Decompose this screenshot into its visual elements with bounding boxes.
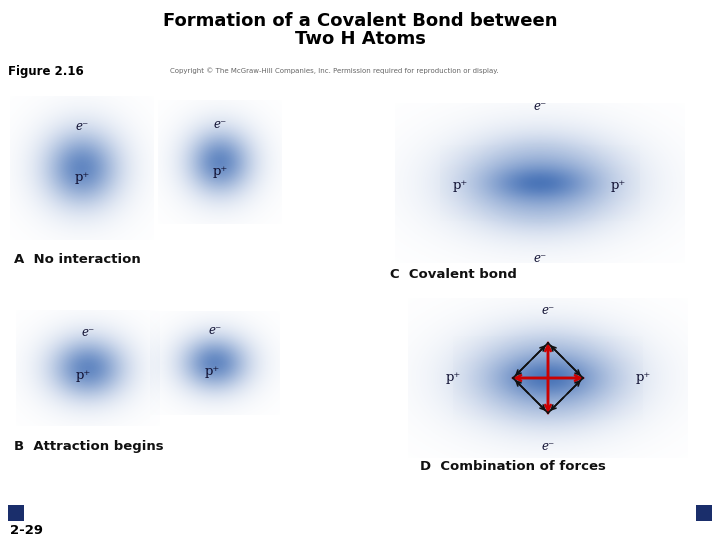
Text: Copyright © The McGraw-Hill Companies, Inc. Permission required for reproduction: Copyright © The McGraw-Hill Companies, I… xyxy=(170,67,499,73)
Bar xyxy=(8,505,24,521)
Text: A  No interaction: A No interaction xyxy=(14,253,140,266)
Text: p⁺: p⁺ xyxy=(212,165,228,178)
Text: e⁻: e⁻ xyxy=(208,325,222,338)
Text: Formation of a Covalent Bond between: Formation of a Covalent Bond between xyxy=(163,12,557,30)
Text: 2-29: 2-29 xyxy=(10,524,43,537)
Text: p⁺: p⁺ xyxy=(452,179,467,192)
Text: p⁺: p⁺ xyxy=(611,179,626,192)
Text: e⁻: e⁻ xyxy=(76,119,89,132)
Text: e⁻: e⁻ xyxy=(81,327,94,340)
Text: e⁻: e⁻ xyxy=(541,305,554,318)
Bar xyxy=(696,505,712,521)
Text: e⁻: e⁻ xyxy=(541,440,554,453)
Text: p⁺: p⁺ xyxy=(76,369,91,382)
Text: e⁻: e⁻ xyxy=(534,252,546,265)
Text: Figure 2.16: Figure 2.16 xyxy=(8,65,84,78)
Text: e⁻: e⁻ xyxy=(213,118,227,132)
Text: C  Covalent bond: C Covalent bond xyxy=(390,268,517,281)
Text: p⁺: p⁺ xyxy=(74,172,89,185)
Text: D  Combination of forces: D Combination of forces xyxy=(420,460,606,473)
Text: Two H Atoms: Two H Atoms xyxy=(294,30,426,48)
Text: p⁺: p⁺ xyxy=(204,364,220,377)
Text: B  Attraction begins: B Attraction begins xyxy=(14,440,163,453)
Text: p⁺: p⁺ xyxy=(446,372,461,384)
Text: e⁻: e⁻ xyxy=(534,100,546,113)
Text: p⁺: p⁺ xyxy=(635,372,651,384)
